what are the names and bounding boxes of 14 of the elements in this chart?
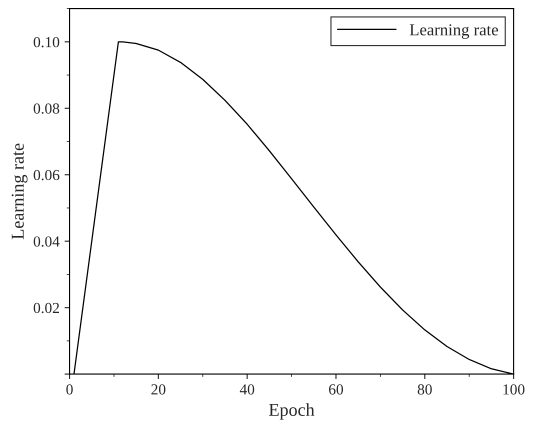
- legend-label: Learning rate: [410, 24, 498, 39]
- x-tick-label: 100: [503, 384, 524, 395]
- x-tick-label: 60: [329, 384, 344, 395]
- x-tick-label: 20: [151, 384, 166, 395]
- y-tick-label: 0.06: [34, 170, 60, 180]
- y-tick-label: 0.02: [34, 302, 59, 314]
- x-axis-title: Epoch: [269, 403, 314, 420]
- y-tick-label: 0.08: [34, 103, 60, 114]
- x-tick-label: 40: [240, 384, 254, 395]
- x-tick-label: 80: [418, 384, 432, 395]
- y-axis-title: Learning rate: [12, 144, 28, 240]
- y-tick-label: 0.10: [34, 36, 60, 48]
- y-tick-label: 0.04: [34, 236, 60, 247]
- x-tick-label: 0: [66, 384, 73, 395]
